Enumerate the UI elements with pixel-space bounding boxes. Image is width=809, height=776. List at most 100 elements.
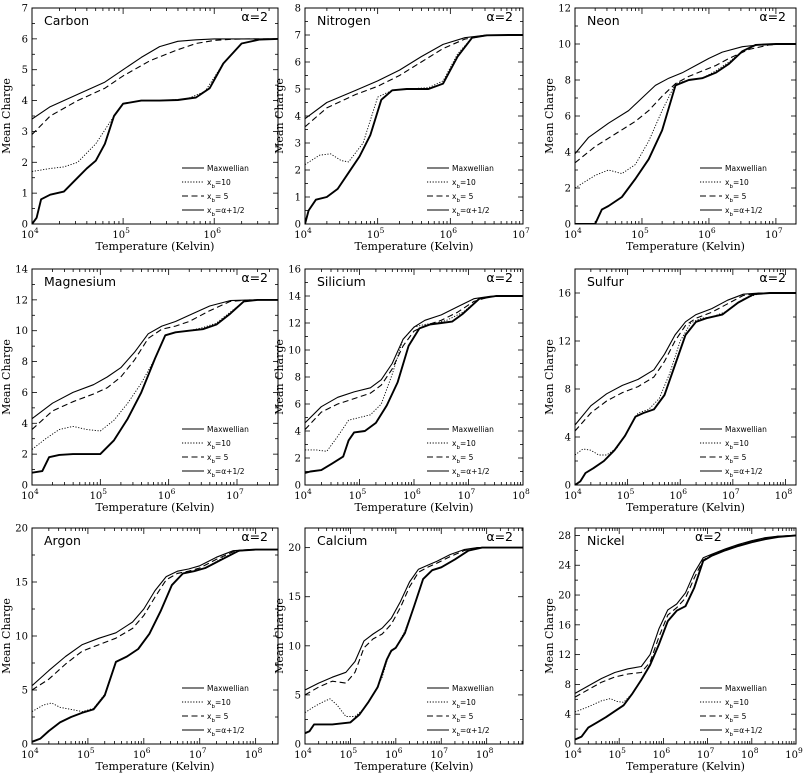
y-tick-label: 8 [565,385,571,396]
alpha-label: α=2 [486,9,513,24]
x-tick-label: 107 [765,226,783,241]
plot-frame [304,527,524,745]
y-tick-label: 2 [295,454,301,465]
x-axis-label: Temperature (Kelvin) [626,760,745,773]
y-tick-label: 4 [295,112,301,123]
y-tick-label: 0 [295,220,301,231]
y-tick-label: 8 [295,4,301,15]
plot-frame [304,7,524,225]
plot-frame [31,268,279,486]
legend-label: xb=10 [725,439,749,451]
legend-label: xb=α+1/2 [725,726,763,738]
x-tick-label: 108 [775,487,793,502]
y-axis-label: Mean Charge [273,339,286,415]
x-tick-label: 106 [158,487,176,502]
panel-title: Magnesium [44,274,116,289]
x-axis-label: Temperature (Kelvin) [96,240,215,253]
legend-label: xb=10 [725,698,749,710]
x-tick-label: 107 [226,487,244,502]
legend-label: xb=10 [207,439,231,451]
y-tick-label: 8 [22,357,28,368]
y-tick-label: 28 [558,531,571,542]
legend-label: xb= 5 [452,453,474,465]
plot-frame [574,527,797,745]
x-tick-label: 106 [440,226,458,241]
alpha-label: α=2 [241,9,268,24]
series-line [32,38,278,120]
legend-label: xb= 5 [725,712,747,724]
y-axis-label: Mean Charge [273,78,286,154]
legend-label: xb=10 [207,698,231,710]
series-line [305,547,523,691]
series-line [305,547,523,696]
x-tick-label: 106 [669,487,687,502]
y-tick-label: 2 [295,166,301,177]
y-tick-label: 20 [558,591,571,602]
x-tick-label: 107 [697,746,715,761]
x-tick-label: 105 [617,487,635,502]
series-line [575,534,796,741]
y-axis-label: Mean Charge [273,598,286,674]
legend-label: Maxwellian [452,164,494,173]
y-tick-label: 5 [22,65,28,76]
y-tick-label: 16 [558,620,571,631]
x-axis-label: Temperature (Kelvin) [355,760,474,773]
y-axis-label: Mean Charge [0,339,13,415]
plot-frame [31,527,279,745]
legend-label: Maxwellian [207,684,249,693]
x-tick-label: 109 [785,746,803,761]
y-tick-label: 6 [295,58,301,69]
x-tick-label: 107 [722,487,740,502]
legend-label: xb=10 [452,698,476,710]
legend-label: Maxwellian [452,684,494,693]
legend-label: xb= 5 [207,192,229,204]
x-tick-label: 106 [203,226,221,241]
x-tick-label: 105 [367,226,385,241]
y-tick-label: 0 [295,740,301,751]
series-line [32,299,278,450]
x-axis-label: Temperature (Kelvin) [96,501,215,514]
x-axis-label: Temperature (Kelvin) [626,240,745,253]
series-line [575,534,796,698]
legend-label: xb=α+1/2 [207,206,245,218]
alpha-label: α=2 [759,9,786,24]
x-tick-label: 106 [698,226,716,241]
series-line [32,298,278,474]
x-tick-label: 108 [476,746,494,761]
y-tick-label: 10 [288,641,301,652]
series-line [305,546,523,735]
series-line [32,38,278,172]
x-axis-label: Temperature (Kelvin) [355,501,474,514]
legend-label: xb= 5 [207,712,229,724]
y-tick-label: 4 [565,710,571,721]
series-line [305,295,523,474]
x-tick-label: 105 [112,226,130,241]
legend-label: xb= 5 [725,192,747,204]
legend-label: xb=10 [452,178,476,190]
alpha-label: α=2 [486,529,513,544]
x-tick-label: 107 [458,487,476,502]
y-axis-label: Mean Charge [0,598,13,674]
y-tick-label: 20 [15,524,28,535]
y-tick-label: 1 [22,189,28,200]
x-tick-label: 105 [90,487,108,502]
series-line [32,299,278,420]
y-tick-label: 15 [288,592,301,603]
x-axis-label: Temperature (Kelvin) [355,240,474,253]
y-tick-label: 2 [565,184,571,195]
y-tick-label: 0 [22,481,28,492]
y-tick-label: 0 [22,220,28,231]
y-tick-label: 0 [565,481,571,492]
plot-frame [304,268,524,486]
y-tick-label: 20 [288,543,301,554]
y-tick-label: 6 [565,112,571,123]
series-line [575,43,796,224]
series-line [32,38,278,135]
y-tick-label: 12 [15,295,28,306]
y-axis-label: Mean Charge [543,598,556,674]
